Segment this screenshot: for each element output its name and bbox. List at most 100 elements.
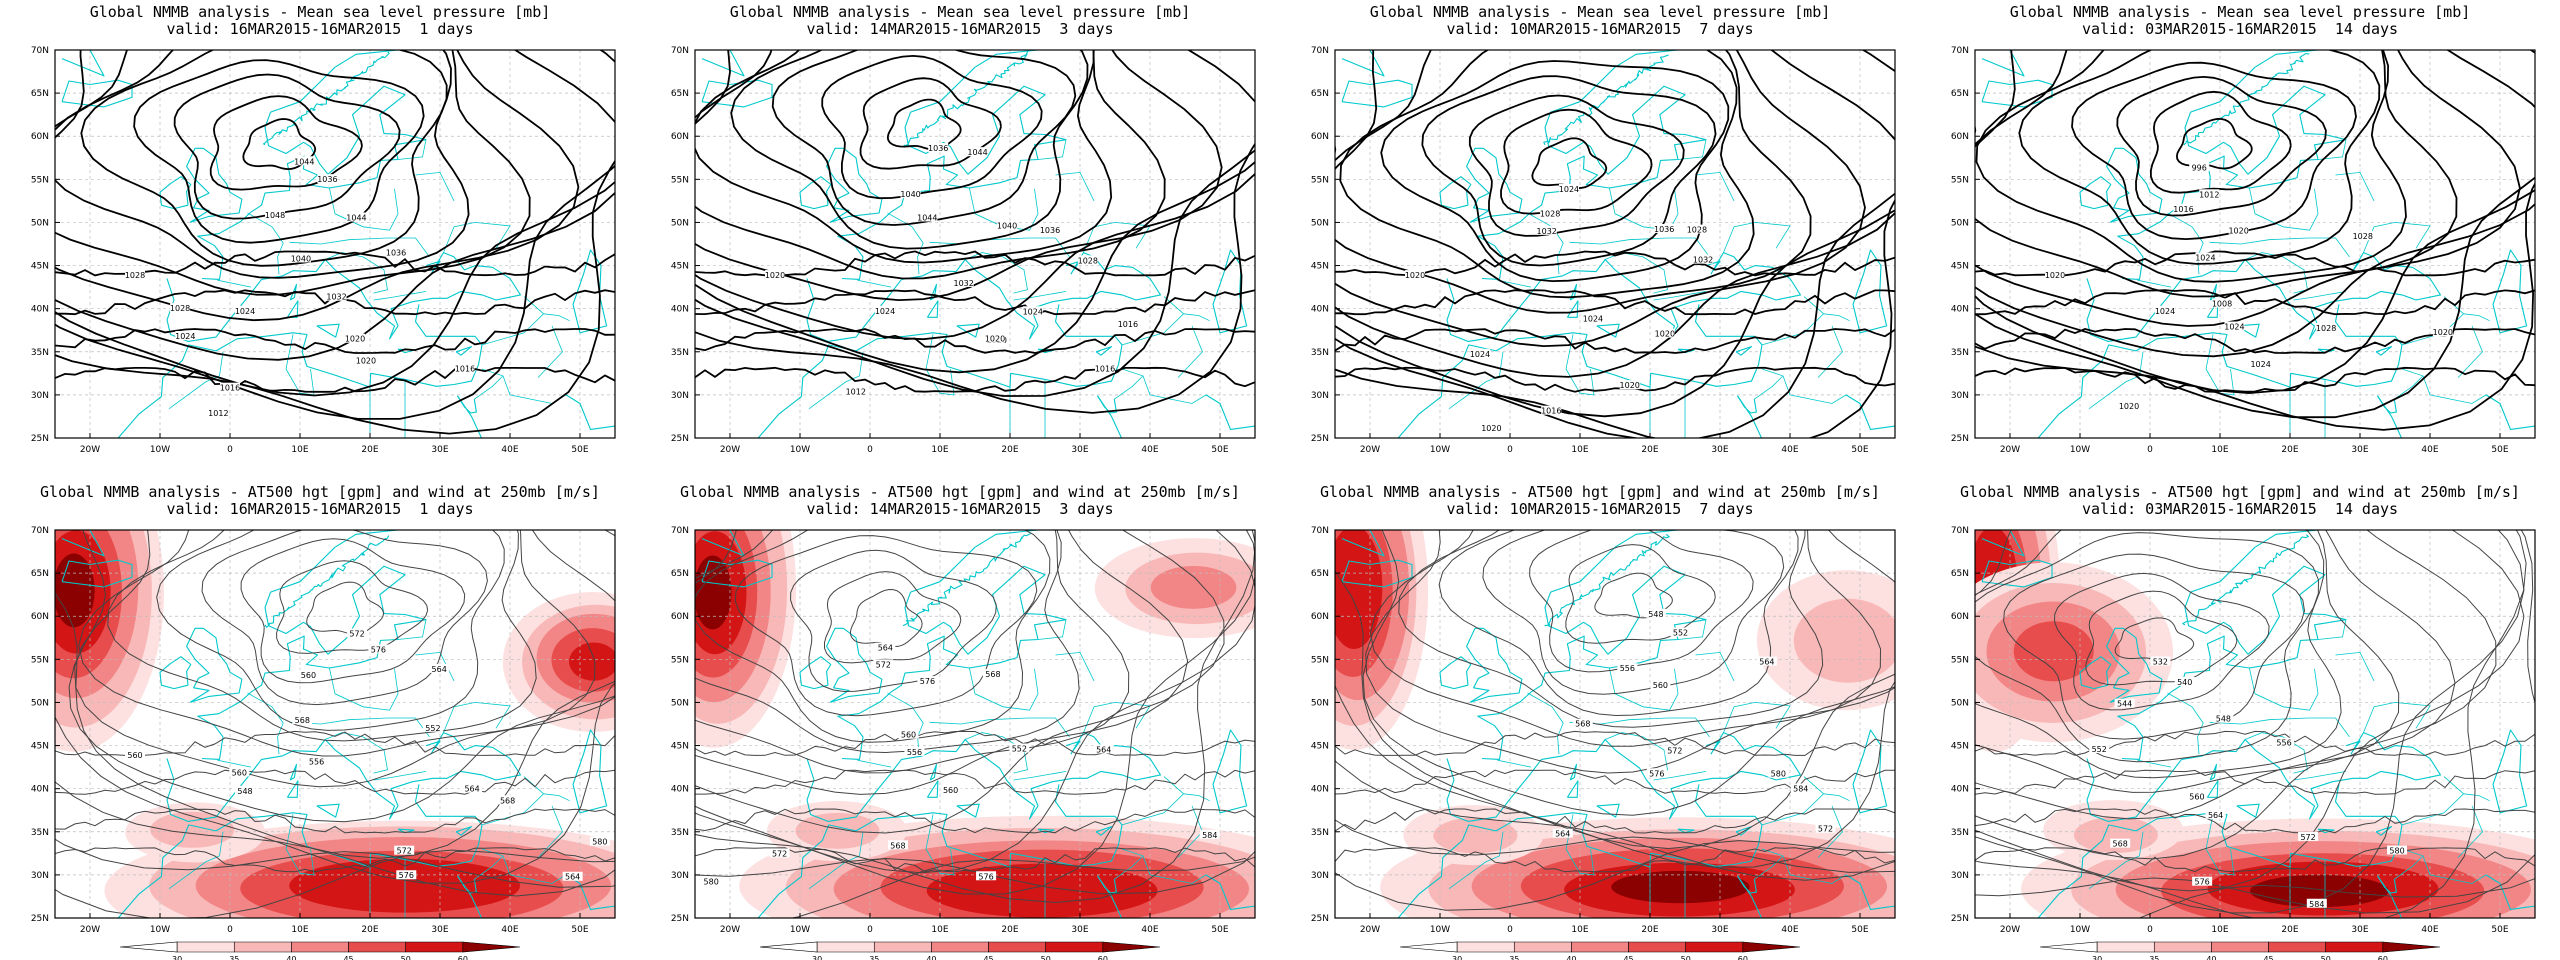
lat-tick-label: 35N: [1951, 348, 1969, 358]
lat-tick-label: 60N: [31, 132, 49, 142]
contour-label: 576: [399, 871, 414, 880]
lat-tick-label: 30N: [671, 871, 689, 881]
panel-valid-period: valid: 03MAR2015-16MAR2015 14 days: [2081, 500, 2399, 518]
map-plot: 1024 1028 1032 1036 1028 1032 1024 1020 1024 1020…: [1311, 46, 1896, 455]
lat-tick-label: 25N: [31, 434, 49, 444]
contour-label: 552: [425, 724, 440, 733]
lon-tick-label: 10E: [291, 445, 308, 455]
contour-label: 532: [2153, 657, 2168, 666]
lon-tick-label: 20W: [720, 445, 740, 455]
map-plot: 532 540 544 548 552 556 560 564 568 572 576 580 584 7…: [1951, 526, 2536, 960]
lat-tick-label: 50N: [1311, 698, 1329, 708]
lon-tick-label: 50E: [2491, 445, 2508, 455]
lat-tick-label: 30N: [1311, 391, 1329, 401]
colorbar-label: 30: [812, 955, 822, 960]
contour-label: 1020: [2433, 328, 2453, 337]
lat-tick-label: 40N: [1311, 785, 1329, 795]
contour-label: 548: [237, 787, 252, 796]
colorbar-label: 45: [983, 955, 993, 960]
panel-title: Global NMMB analysis - Mean sea level pr…: [729, 3, 1191, 21]
panel-title: Global NMMB analysis - AT500 hgt [gpm] a…: [40, 483, 600, 501]
lat-tick-label: 55N: [1311, 175, 1329, 185]
contour-label: 552: [1673, 629, 1688, 638]
lon-tick-label: 20E: [361, 925, 378, 935]
mslp-map-panel: Global NMMB analysis - Mean sea level pr…: [1920, 0, 2560, 480]
lon-tick-label: 40E: [1141, 445, 1158, 455]
contour-label: 564: [1555, 830, 1570, 839]
contour-label: 564: [878, 644, 893, 653]
lat-tick-label: 50N: [671, 698, 689, 708]
lat-tick-label: 25N: [1951, 434, 1969, 444]
contour-label: 1028: [2316, 324, 2336, 333]
lat-tick-label: 65N: [1951, 89, 1969, 99]
panel-valid-period: valid: 16MAR2015-16MAR2015 1 days: [166, 500, 474, 518]
lon-tick-label: 50E: [1211, 925, 1228, 935]
colorbar-label: 35: [229, 955, 239, 960]
lat-tick-label: 70N: [31, 46, 49, 56]
lon-tick-label: 40E: [2421, 925, 2438, 935]
contour-label: 1012: [846, 387, 866, 396]
contour-label: 544: [2117, 700, 2132, 709]
contour-label: 584: [1793, 785, 1808, 794]
colorbar-label: 60: [1738, 955, 1748, 960]
lon-tick-label: 50E: [1851, 925, 1868, 935]
contour-label: 560: [232, 768, 247, 777]
lat-tick-label: 55N: [671, 655, 689, 665]
lon-tick-label: 20W: [1360, 445, 1380, 455]
contour-label: 564: [1096, 745, 1111, 754]
lon-tick-label: 50E: [1851, 445, 1868, 455]
lon-tick-label: 40E: [1141, 925, 1158, 935]
contour-label: 1024: [175, 332, 195, 341]
hgt-wind-map-panel: Global NMMB analysis - AT500 hgt [gpm] a…: [0, 480, 640, 960]
colorbar-label: 40: [1566, 955, 1576, 960]
lon-tick-label: 50E: [1211, 445, 1228, 455]
contour-label: 1008: [2212, 299, 2232, 308]
contour-label: 576: [371, 646, 386, 655]
map-plot: 572 576 560 564 568 552 556 560 564 568 572 576 580 5…: [31, 526, 616, 960]
lat-tick-label: 30N: [31, 391, 49, 401]
panel-valid-period: valid: 10MAR2015-16MAR2015 7 days: [1446, 500, 1754, 518]
lat-tick-label: 55N: [1951, 655, 1969, 665]
contour-label: 1020: [2228, 226, 2248, 235]
contour-label: 564: [464, 785, 479, 794]
lon-tick-label: 20W: [80, 925, 100, 935]
colorbar-label: 60: [1098, 955, 1108, 960]
contour-label: 1020: [345, 335, 365, 344]
contour-label: 572: [1818, 825, 1833, 834]
lat-tick-label: 60N: [1951, 612, 1969, 622]
contour-label: 548: [1648, 610, 1663, 619]
contour-label: 1020: [765, 271, 785, 280]
lat-tick-label: 70N: [1951, 46, 1969, 56]
contour-label: 1024: [1583, 315, 1603, 324]
panel-valid-period: valid: 14MAR2015-16MAR2015 3 days: [806, 500, 1114, 518]
lat-tick-label: 50N: [671, 218, 689, 228]
contour-label: 560: [127, 751, 142, 760]
contour-label: 560: [1653, 681, 1668, 690]
contour-label: 1036: [1654, 225, 1674, 234]
mslp-map-panel: Global NMMB analysis - Mean sea level pr…: [1280, 0, 1920, 480]
lat-tick-label: 45N: [1311, 742, 1329, 752]
contour-label: 1024: [2250, 360, 2270, 369]
contour-label: 1020: [1405, 271, 1425, 280]
lon-tick-label: 20E: [361, 445, 378, 455]
contour-label: 564: [1759, 658, 1774, 667]
contour-label: 568: [295, 716, 310, 725]
contour-label: 580: [592, 838, 607, 847]
panel-title: Global NMMB analysis - AT500 hgt [gpm] a…: [1320, 483, 1880, 501]
contour-label: 584: [2309, 900, 2324, 909]
contour-label: 552: [2092, 745, 2107, 754]
contour-label: 1036: [317, 175, 337, 184]
contour-label: 1020: [1481, 424, 1501, 433]
lat-tick-label: 65N: [671, 569, 689, 579]
contour-label: 1024: [1023, 307, 1043, 316]
contour-label: 580: [1771, 770, 1786, 779]
lat-tick-label: 25N: [31, 914, 49, 924]
contour-label: 540: [2177, 678, 2192, 687]
map-plot: 564 572 576 568 560 556 552 560 564 568 572 576 580 5…: [671, 526, 1256, 960]
lon-tick-label: 10W: [1430, 925, 1450, 935]
contour-label: 1020: [2119, 402, 2139, 411]
colorbar-label: 30: [2092, 955, 2102, 960]
contour-label: 1016: [220, 384, 240, 393]
contour-label: 568: [2113, 840, 2128, 849]
mslp-map-panel: Global NMMB analysis - Mean sea level pr…: [0, 0, 640, 480]
